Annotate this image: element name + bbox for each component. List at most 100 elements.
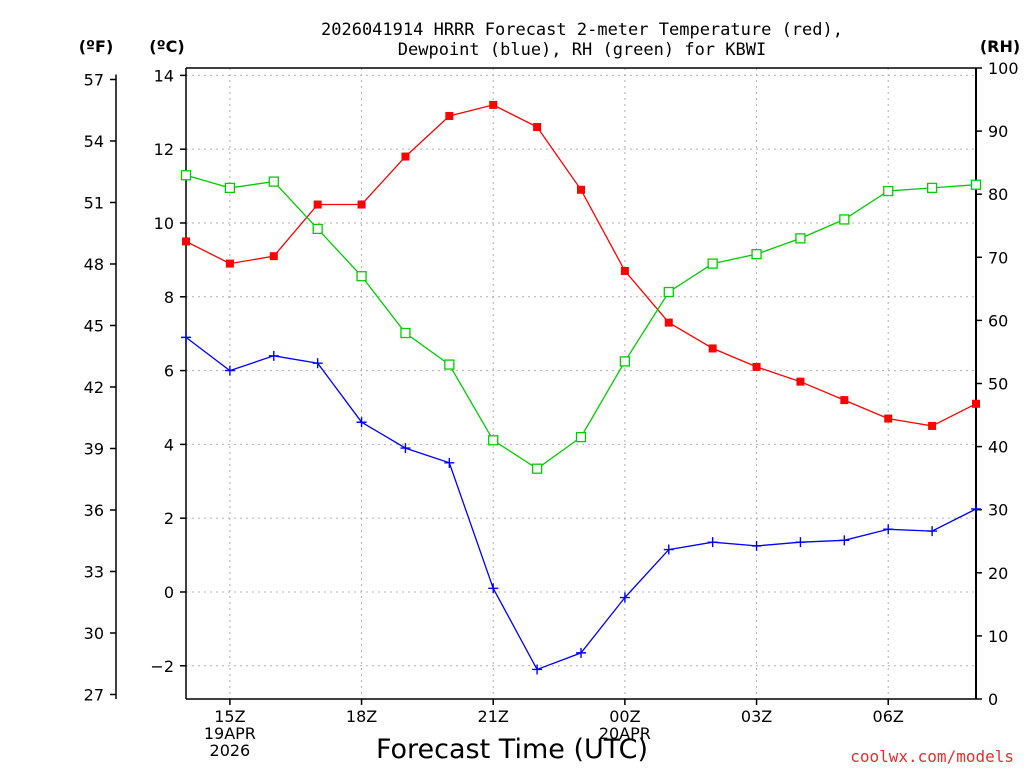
celsius-tick-label: 4 [164, 435, 174, 454]
temperature-point [884, 414, 893, 423]
credit-text: coolwx.com/models [850, 747, 1014, 766]
temperature-point [313, 200, 322, 209]
celsius-tick-label: 14 [154, 66, 174, 85]
dewpoint-point [312, 358, 323, 369]
rh-point [970, 179, 982, 190]
dewpoint-point [356, 417, 367, 428]
rh-tick-label: 50 [988, 375, 1008, 394]
rh-tick-label: 20 [988, 564, 1008, 583]
dewpoint-point [839, 535, 850, 546]
fahrenheit-tick-label: 39 [84, 439, 104, 458]
temperature-point [445, 111, 454, 120]
temperature-point [752, 362, 761, 371]
fahrenheit-tick-label: 51 [84, 193, 104, 212]
rh-point [663, 286, 674, 298]
rh-point [356, 271, 367, 282]
dewpoint-point [532, 664, 543, 675]
fahrenheit-tick-label: 54 [84, 132, 104, 151]
x-tick-label: 19APR [204, 724, 256, 743]
x-axis-label: Forecast Time (UTC) [376, 734, 648, 765]
dewpoint-point [268, 350, 279, 361]
celsius-tick-label: 2 [164, 509, 174, 528]
grid [186, 68, 976, 699]
temperature-point [401, 152, 410, 161]
temperature-line [185, 104, 977, 427]
rh-point [312, 223, 323, 235]
dewpoint-line [185, 336, 977, 671]
celsius-tick-label: 6 [164, 362, 174, 381]
rh-point [795, 233, 806, 244]
rh-tick-label: 10 [988, 627, 1008, 646]
rh-point [839, 214, 850, 225]
x-tick-label: 21Z [478, 707, 509, 726]
dewpoint-point [707, 537, 718, 548]
temperature-point [182, 237, 190, 246]
rh-tick-label: 70 [988, 248, 1008, 267]
series [180, 100, 982, 675]
dewpoint-point [576, 647, 586, 658]
dewpoint-point [883, 524, 894, 535]
temperature-point [796, 377, 805, 386]
celsius-tick-label: 8 [164, 288, 174, 307]
chart-title-line1: 2026041914 HRRR Forecast 2-meter Tempera… [321, 20, 843, 40]
x-tick-label: 06Z [873, 707, 904, 726]
fahrenheit-tick-label: 48 [84, 255, 104, 274]
chart-title-line2: Dewpoint (blue), RH (green) for KBWI [398, 40, 766, 60]
rh-tick-label: 30 [988, 501, 1008, 520]
rh-tick-label: 100 [988, 59, 1019, 78]
temperature-point [489, 100, 498, 109]
rh-point [751, 248, 762, 260]
rh-point [707, 258, 718, 269]
dewpoint-point [663, 544, 674, 555]
temperature-point [577, 185, 585, 194]
rh-tick-label: 60 [988, 311, 1008, 330]
rh-point [531, 463, 543, 474]
temperature-point [664, 318, 673, 327]
rh-point [444, 359, 455, 370]
celsius-tick-label: 12 [154, 140, 174, 159]
fahrenheit-tick-label: 45 [84, 316, 104, 335]
fahrenheit-tick-label: 33 [84, 562, 104, 581]
dewpoint-point [444, 457, 455, 468]
dewpoint-point [400, 443, 411, 454]
fahrenheit-axis-label: (ºF) [79, 37, 114, 56]
dewpoint-point [181, 332, 191, 343]
temperature-point [357, 200, 366, 209]
rh-tick-label: 40 [988, 438, 1008, 457]
celsius-tick-label: −2 [150, 657, 174, 676]
rh-point [488, 435, 499, 446]
dewpoint-point [751, 540, 762, 551]
temperature-point [225, 259, 234, 268]
fahrenheit-tick-label: 36 [84, 501, 104, 520]
rh-point [619, 356, 631, 367]
dewpoint-point [795, 537, 806, 548]
rh-point [180, 170, 192, 181]
rh-point [224, 182, 236, 194]
x-tick-label: 2026 [210, 741, 251, 760]
dewpoint-point [971, 503, 981, 514]
rh-point [575, 431, 587, 443]
fahrenheit-tick-label: 27 [84, 685, 104, 704]
fahrenheit-tick-label: 30 [84, 624, 104, 643]
temperature-point [708, 344, 717, 353]
rh-point [883, 185, 894, 197]
fahrenheit-tick-label: 42 [84, 378, 104, 397]
rh-axis-label: (RH) [980, 37, 1020, 56]
x-tick-label: 00Z [609, 707, 640, 726]
dewpoint-point [927, 526, 938, 537]
x-tick-label: 15Z [214, 707, 245, 726]
celsius-axis-label: (ºC) [149, 37, 184, 56]
dewpoint-point [224, 365, 235, 376]
dewpoint-point [488, 583, 499, 594]
temperature-point [620, 266, 629, 275]
dewpoint-point [619, 592, 630, 603]
fahrenheit-tick-label: 57 [84, 70, 104, 89]
rh-tick-label: 90 [988, 122, 1008, 141]
celsius-tick-label: 0 [164, 583, 174, 602]
temperature-point [972, 399, 980, 408]
temperature-point [840, 396, 849, 405]
celsius-tick-label: 10 [154, 214, 174, 233]
rh-point [268, 176, 279, 187]
rh-point [926, 182, 938, 194]
